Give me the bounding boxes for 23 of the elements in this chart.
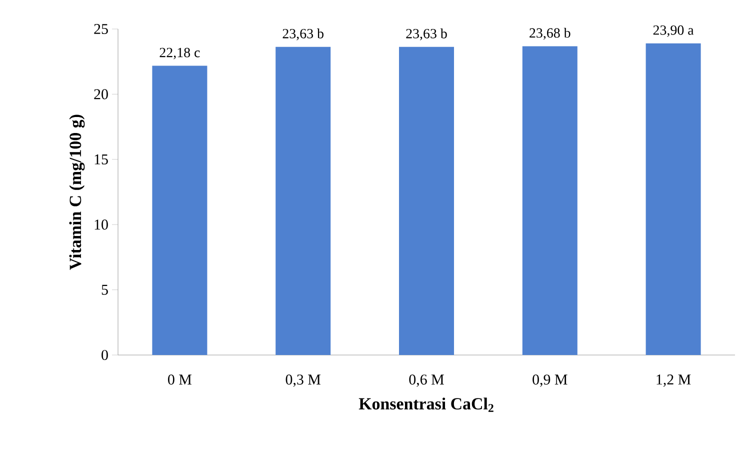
data-label: 23,90 a — [653, 25, 694, 37]
y-tick-label: 5 — [102, 284, 108, 295]
bar — [276, 46, 331, 355]
data-label: 23,63 b — [406, 28, 447, 40]
bar — [152, 66, 208, 355]
x-tick-label: 0,3 M — [286, 374, 320, 387]
x-axis-title: Konsentrasi CaCl$_{2}$ — [358, 398, 494, 412]
bar — [522, 46, 578, 355]
y-tick-label: 20 — [94, 89, 108, 100]
x-tick-label: 1,2 M — [656, 374, 691, 387]
y-axis-title: Vitamin C (mg/100 g) — [69, 114, 85, 270]
y-tick-label: 15 — [94, 154, 108, 164]
x-tick-label: 0,6 M — [409, 374, 444, 387]
x-tick-label: 0,9 M — [532, 374, 568, 387]
y-tick-label: 0 — [102, 350, 108, 360]
y-tick-label: 10 — [94, 220, 108, 230]
x-tick-label: 0 M — [168, 374, 192, 385]
y-tick-label: 25 — [94, 24, 108, 34]
bar — [646, 43, 701, 355]
data-label: 23,68 b — [530, 28, 570, 40]
bar — [399, 46, 454, 355]
data-label: 22,18 c — [160, 48, 200, 60]
data-label: 23,63 b — [282, 28, 324, 40]
